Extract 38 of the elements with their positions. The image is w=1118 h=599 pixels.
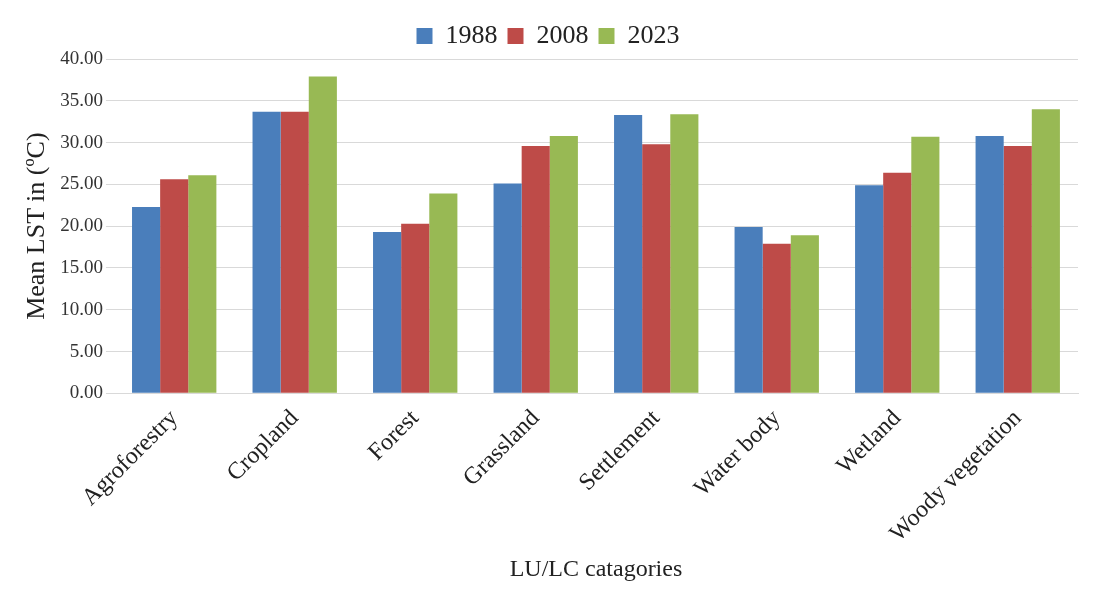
bar: [734, 226, 763, 393]
bar: [429, 193, 458, 393]
legend-label: 2008: [536, 19, 589, 49]
bar: [911, 136, 940, 393]
bar: [308, 76, 337, 393]
y-axis-title: Mean LST in (ºC): [21, 132, 51, 320]
y-tick-label: 35.00: [60, 88, 103, 110]
bar: [855, 185, 884, 393]
bar: [188, 175, 217, 393]
y-tick-label: 40.00: [60, 46, 103, 68]
legend-label: 2023: [627, 19, 680, 49]
y-tick-label: 30.00: [60, 130, 103, 152]
bar: [614, 115, 643, 393]
bar: [1031, 109, 1060, 393]
bar: [883, 172, 912, 393]
x-axis-title: LU/LC catagories: [509, 554, 683, 581]
y-tick-label: 0.00: [69, 381, 103, 403]
bar: [401, 223, 430, 393]
y-tick-label: 5.00: [69, 339, 103, 361]
bar: [975, 135, 1004, 393]
bar: [280, 111, 309, 393]
legend-label: 1988: [445, 19, 498, 49]
bar: [670, 114, 699, 393]
bar: [1003, 145, 1032, 393]
bar: [521, 145, 550, 393]
bar: [132, 206, 161, 393]
bar: [549, 135, 578, 393]
y-tick-label: 20.00: [60, 214, 103, 236]
bar: [252, 111, 281, 393]
bar: [373, 232, 402, 393]
y-tick-label: 10.00: [60, 297, 103, 319]
y-tick-label: 15.00: [60, 255, 103, 277]
bar: [642, 144, 671, 393]
bar: [762, 243, 791, 393]
bar: [493, 183, 522, 393]
bar: [160, 179, 189, 393]
y-tick-label: 25.00: [60, 172, 103, 194]
bar: [790, 235, 819, 393]
